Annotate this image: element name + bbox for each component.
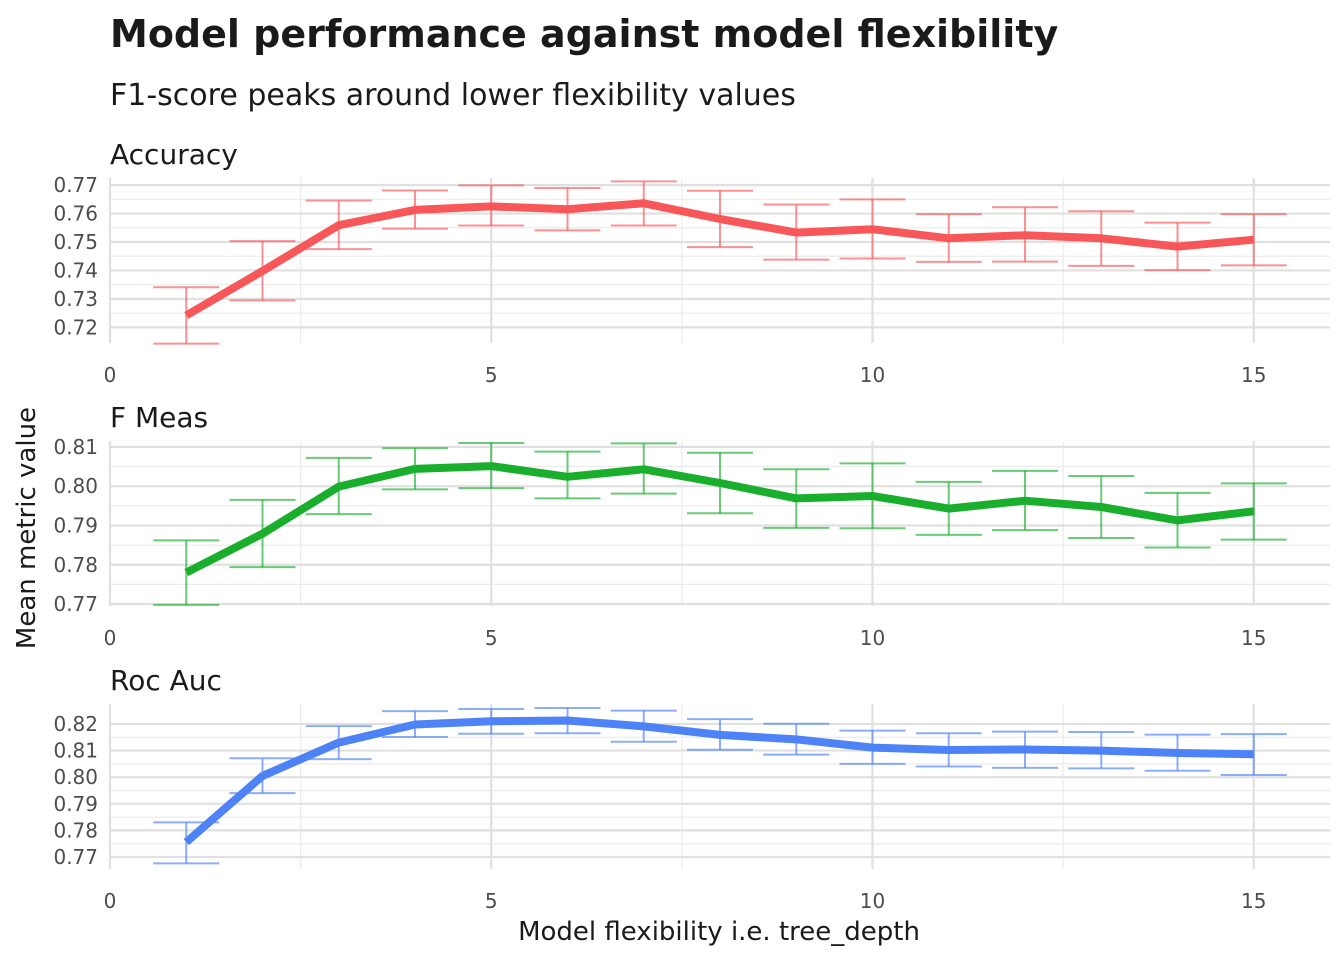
x-tick-label: 15 [1241,363,1266,387]
x-tick-label: 0 [104,626,117,650]
chart-subtitle: F1-score peaks around lower flexibility … [110,78,796,113]
y-tick-label: 0.75 [53,230,98,254]
error-bar [153,539,220,606]
y-tick-label: 0.74 [53,258,98,282]
y-tick-label: 0.82 [53,712,98,736]
y-tick-label: 0.81 [53,435,98,459]
y-axis-title: Mean metric value [12,407,42,649]
x-tick-label: 0 [104,363,117,387]
y-tick-label: 0.80 [53,474,98,498]
x-tick-label: 10 [860,889,885,913]
facet-panel-f-meas: F Meas 0.77 0.78 0.79 0.80 0.81 0 5 10 15 [53,401,1330,650]
y-tick-label: 0.80 [53,765,98,789]
x-tick-label: 15 [1241,626,1266,650]
facet-panel-roc-auc: Roc Auc 0.77 0.780.79 0.800.81 0.82 0 5 10 15 [53,664,1330,913]
x-tick-label: 15 [1241,889,1266,913]
y-tick-label: 0.79 [53,513,98,537]
x-tick-label: 5 [485,626,498,650]
series-line [184,199,1255,319]
y-tick-label: 0.77 [53,592,98,616]
series-line [184,462,1255,577]
y-tick-label: 0.78 [53,553,98,577]
x-tick-label: 10 [860,626,885,650]
y-tick-label: 0.73 [53,287,98,311]
x-tick-label: 10 [860,363,885,387]
y-tick-label: 0.77 [53,845,98,869]
facet-title: F Meas [110,401,208,434]
y-tick-label: 0.79 [53,792,98,816]
error-bar [153,286,220,345]
facet-title: Accuracy [110,138,238,171]
x-tick-label: 5 [485,363,498,387]
y-tick-label: 0.78 [53,818,98,842]
y-tick-label: 0.76 [53,202,98,226]
facet-title: Roc Auc [110,664,222,697]
y-tick-label: 0.77 [53,173,98,197]
y-tick-label: 0.72 [53,315,98,339]
y-tick-label: 0.81 [53,739,98,763]
x-axis-title: Model flexibility i.e. tree_depth [518,917,920,947]
x-tick-label: 5 [485,889,498,913]
x-tick-label: 0 [104,889,117,913]
series-line [183,716,1254,846]
chart-title: Model performance against model flexibil… [110,12,1059,56]
facet-panel-accuracy: Accuracy 0.72 0.73 0.74 0.75 0.76 0.77 0 5 10 15 [53,138,1330,387]
